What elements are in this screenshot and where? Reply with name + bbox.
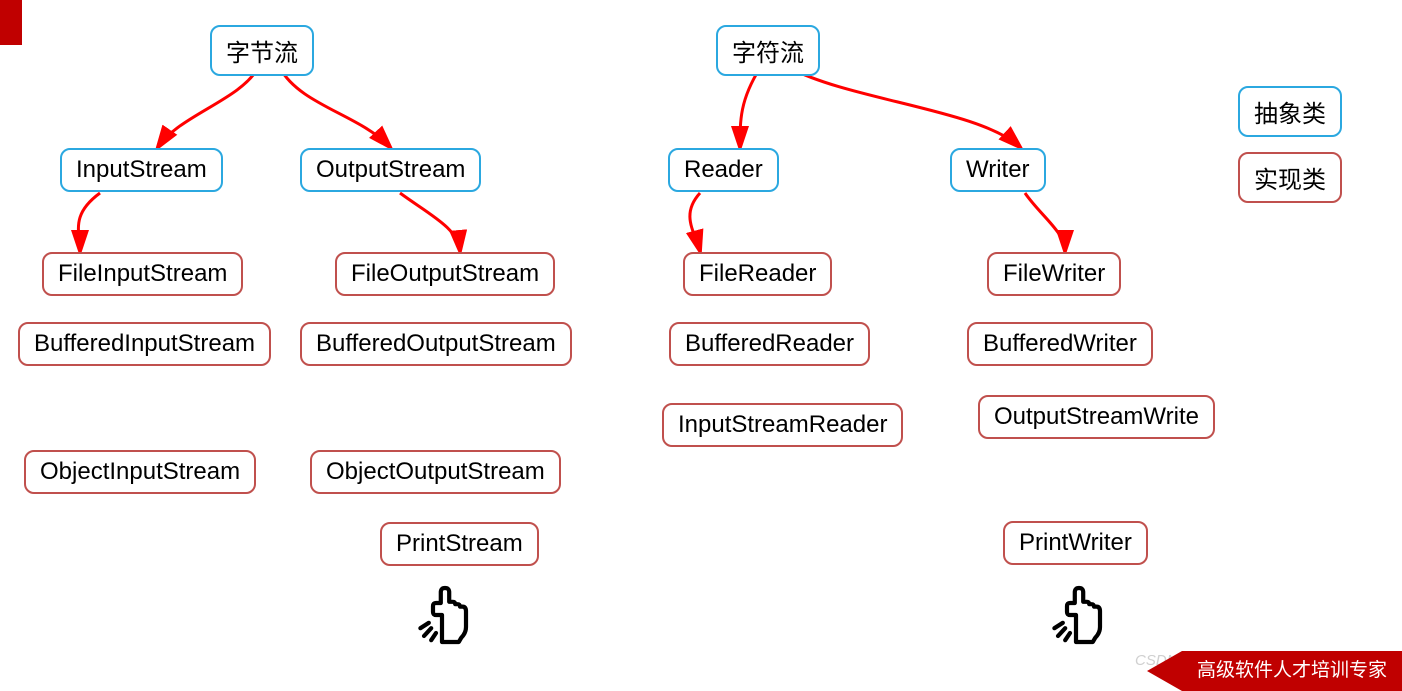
node-output_stream: OutputStream: [300, 148, 481, 192]
edge-writer-file_writer: [1025, 193, 1065, 251]
node-file_reader: FileReader: [683, 252, 832, 296]
node-buf_reader: BufferedReader: [669, 322, 870, 366]
node-root_byte: 字节流: [210, 25, 314, 76]
node-print_stream: PrintStream: [380, 522, 539, 566]
footer-text: 高级软件人才培训专家: [1182, 651, 1402, 691]
node-file_writer: FileWriter: [987, 252, 1121, 296]
node-legend_abstract: 抽象类: [1238, 86, 1342, 137]
node-print_writer: PrintWriter: [1003, 521, 1148, 565]
node-file_os: FileOutputStream: [335, 252, 555, 296]
node-writer: Writer: [950, 148, 1046, 192]
corner-decoration: [0, 0, 22, 45]
node-obj_is: ObjectInputStream: [24, 450, 256, 494]
node-isr: InputStreamReader: [662, 403, 903, 447]
node-osw: OutputStreamWrite: [978, 395, 1215, 439]
cursor-pointer-icon: [418, 580, 478, 650]
node-input_stream: InputStream: [60, 148, 223, 192]
edge-input_stream-file_is: [78, 193, 100, 251]
node-root_char: 字符流: [716, 25, 820, 76]
edge-root_byte-output_stream: [280, 68, 390, 147]
node-file_is: FileInputStream: [42, 252, 243, 296]
node-buf_is: BufferedInputStream: [18, 322, 271, 366]
node-buf_os: BufferedOutputStream: [300, 322, 572, 366]
node-legend_impl: 实现类: [1238, 152, 1342, 203]
edge-root_char-writer: [790, 68, 1020, 147]
node-obj_os: ObjectOutputStream: [310, 450, 561, 494]
edge-root_byte-input_stream: [158, 68, 258, 147]
edge-reader-file_reader: [690, 193, 700, 251]
cursor-pointer-icon: [1052, 580, 1112, 650]
edge-output_stream-file_os: [400, 193, 460, 251]
footer-banner: 高级软件人才培训专家: [1147, 651, 1402, 691]
edge-root_char-reader: [740, 68, 760, 147]
node-buf_writer: BufferedWriter: [967, 322, 1153, 366]
node-reader: Reader: [668, 148, 779, 192]
